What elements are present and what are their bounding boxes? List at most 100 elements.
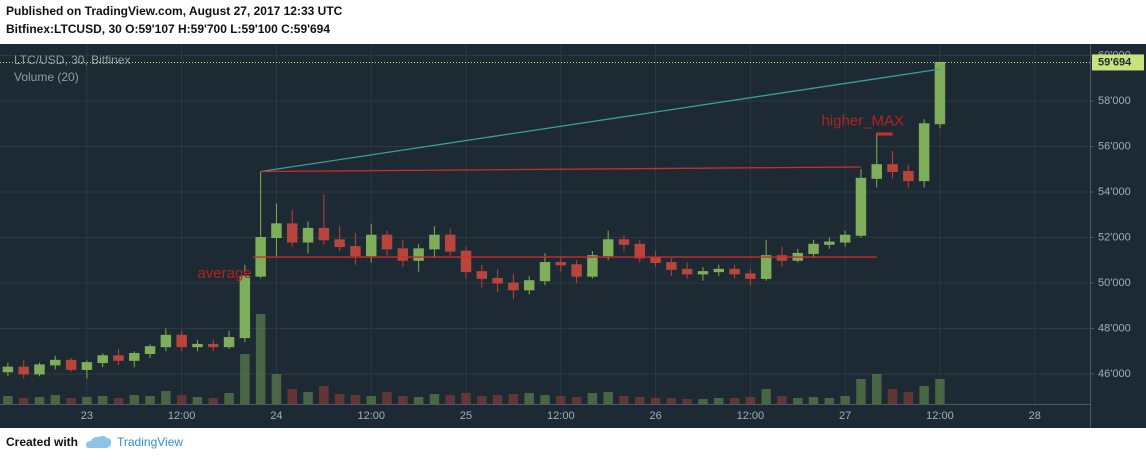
candle-body — [508, 282, 519, 291]
volume-bar — [34, 397, 45, 404]
x-tick-label: 23 — [81, 410, 93, 422]
y-tick-label: 52'000 — [1098, 231, 1131, 243]
volume-bar — [919, 386, 929, 404]
chart-title: LTC/USD, 30, Bitfinex — [14, 53, 130, 67]
logo-cloud — [86, 435, 111, 448]
volume-bar — [3, 396, 13, 404]
x-tick-label: 26 — [649, 410, 661, 422]
footer-text: Created with — [6, 435, 78, 449]
candle-body — [50, 359, 61, 366]
volume-bar — [129, 395, 140, 404]
volume-bar — [82, 397, 92, 404]
candle-body — [287, 223, 298, 243]
candle-body — [887, 164, 898, 173]
volume-bar — [445, 395, 455, 404]
candle-body — [681, 268, 693, 275]
candle-body — [160, 334, 172, 348]
candle-body — [871, 164, 882, 179]
volume-bar — [571, 397, 582, 404]
x-tick-label: 12:00 — [547, 410, 575, 422]
volume-bar — [176, 395, 187, 404]
candle-body — [365, 234, 377, 257]
last-price-label: 59'694 — [1098, 56, 1132, 68]
candle-body — [745, 273, 756, 279]
candle-body — [918, 123, 930, 182]
volume-bar — [524, 393, 534, 404]
volume-bar — [97, 396, 108, 404]
candle-body — [476, 271, 488, 279]
candle-body — [176, 334, 187, 348]
volume-bar — [777, 396, 787, 404]
volume-bar — [698, 399, 708, 404]
volume-bar — [287, 389, 297, 404]
volume-bar — [224, 393, 234, 404]
volume-layer — [3, 314, 945, 404]
volume-bar — [240, 354, 250, 404]
volume-bar — [556, 396, 566, 404]
volume-bar — [603, 392, 613, 404]
volume-bar — [208, 398, 218, 404]
candle-body — [129, 353, 140, 361]
volume-bar — [666, 398, 677, 404]
chart-subtitle: Volume (20) — [14, 70, 79, 84]
volume-bar — [271, 374, 282, 404]
candle-body — [555, 262, 567, 266]
volume-bar — [935, 379, 945, 404]
candle-body — [855, 177, 867, 236]
candle-body — [334, 239, 345, 248]
volume-bar — [729, 398, 740, 404]
x-tick-label: 27 — [839, 410, 851, 422]
candle-body — [381, 234, 393, 250]
candle-body — [239, 275, 251, 339]
candle-body — [318, 227, 330, 241]
volume-bar — [540, 395, 550, 404]
trend-line — [260, 68, 941, 173]
candle-body — [539, 262, 551, 282]
published-note: Published on TradingView.com, August 27,… — [6, 4, 343, 18]
candle-body — [760, 255, 772, 279]
volume-bar — [145, 396, 155, 404]
volume-bar — [398, 396, 408, 404]
volume-bar — [413, 397, 424, 404]
candle-body — [776, 255, 788, 261]
candle-body — [934, 61, 946, 125]
candle-body — [587, 255, 598, 277]
last-price-box — [1092, 54, 1144, 71]
candle-body — [729, 268, 740, 275]
volume-bar — [161, 391, 171, 404]
candle-body — [713, 268, 725, 273]
brand-name[interactable]: TradingView — [117, 435, 183, 449]
brand-logo[interactable]: TradingView — [86, 435, 183, 449]
candle-body — [144, 346, 156, 355]
volume-bar — [366, 396, 376, 404]
volume-bar — [18, 398, 29, 404]
volume-bar — [508, 394, 519, 404]
volume-bar — [461, 393, 471, 404]
volume-bar — [66, 398, 76, 404]
drawing-layer: average higher_MAX — [0, 61, 1090, 282]
candle-body — [34, 364, 45, 375]
axis-layer: 46'000 48'000 50'000 52'000 54'000 56'000 58'0… — [81, 49, 1144, 422]
x-tick-label: 12:00 — [926, 410, 954, 422]
volume-bar — [492, 395, 503, 404]
volume-bar — [714, 398, 724, 404]
volume-bar — [255, 314, 266, 404]
volume-bar — [50, 395, 61, 404]
candle-body — [523, 280, 535, 291]
candle-body — [2, 366, 14, 373]
candle-body — [650, 257, 661, 264]
candle-body — [602, 239, 614, 257]
volume-bar — [619, 396, 629, 404]
annotation: higher_MAX — [821, 112, 904, 129]
chart-background — [0, 44, 1146, 428]
candle-body — [302, 227, 314, 243]
candle-body — [444, 234, 456, 252]
x-tick-label: 12:00 — [168, 410, 196, 422]
volume-bar — [429, 394, 440, 404]
candle-body — [429, 234, 440, 250]
volume-bar — [793, 398, 803, 404]
candle-body — [97, 355, 108, 364]
symbol-line: Bitfinex:LTCUSD, 30 O:59'107 H:59'700 L:… — [6, 22, 330, 36]
